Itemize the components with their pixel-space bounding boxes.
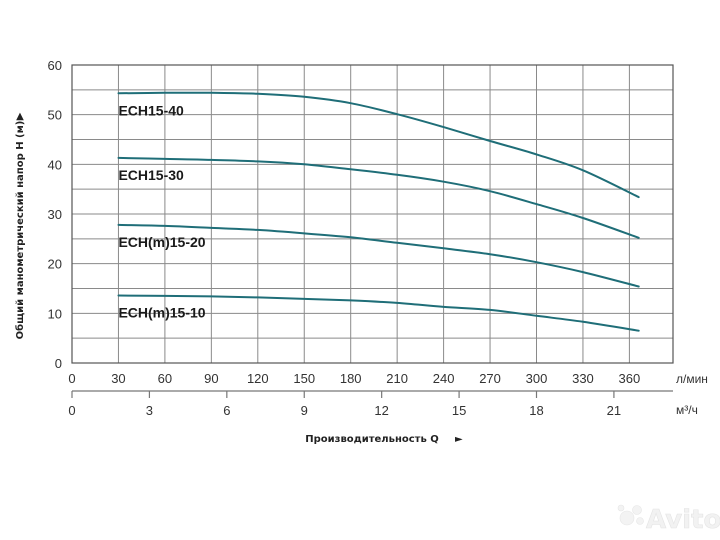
watermark-dot-icon (632, 505, 642, 515)
x-unit-secondary-label: м³/ч (676, 403, 698, 417)
x-tick-label-lpm: 330 (572, 371, 594, 386)
x-tick-label-m3h: 6 (223, 403, 230, 418)
y-axis-title-text: Общий манометрический напор H (м) (14, 121, 26, 340)
chart-grid (72, 65, 673, 363)
watermark-text: Avito (646, 505, 720, 535)
y-tick-label: 20 (48, 257, 62, 272)
watermark-dot-icon (619, 510, 635, 526)
arrow-up-icon: ▲ (16, 111, 24, 122)
x-tick-label-m3h: 9 (301, 403, 308, 418)
curve-echm15-20 (117, 223, 640, 288)
avito-watermark: Avito (617, 504, 720, 535)
watermark-dot-icon (636, 517, 644, 525)
x-tick-label-lpm: 240 (433, 371, 455, 386)
y-tick-label: 30 (48, 207, 62, 222)
y-tick-label: 0 (55, 356, 62, 371)
x-tick-label-m3h: 21 (607, 403, 621, 418)
curve-ech15-30 (117, 156, 640, 239)
arrow-right-icon: ► (455, 434, 463, 445)
series-label: ECH15-40 (118, 102, 184, 118)
x-axis-secondary: 0 3 6 9 12 15 18 21 (68, 390, 673, 418)
y-tick-label: 40 (48, 157, 62, 172)
x-tick-label-lpm: 150 (293, 371, 315, 386)
pump-curves (117, 91, 640, 332)
x-tick-label-lpm: 90 (204, 371, 218, 386)
series-labels: ECH15-40 ECH15-30 ECH(m)15-20 ECH(m)15-10 (118, 102, 205, 320)
plot-frame (71, 64, 674, 364)
watermark-dot-icon (617, 504, 625, 512)
curve-ech15-40 (117, 91, 640, 199)
x-tick-label-lpm: 360 (619, 371, 641, 386)
x-tick-label-lpm: 0 (68, 371, 75, 386)
x-tick-label-lpm: 300 (526, 371, 548, 386)
x-tick-label-lpm: 180 (340, 371, 362, 386)
series-label: ECH15-30 (118, 167, 184, 183)
x-tick-label-m3h: 3 (146, 403, 153, 418)
y-axis-ticks: 0 10 20 30 40 50 60 (48, 58, 62, 371)
x-tick-label-m3h: 18 (529, 403, 543, 418)
x-unit-primary-label: л/мин (676, 372, 708, 386)
y-tick-label: 50 (48, 108, 62, 123)
x-tick-label-m3h: 15 (452, 403, 466, 418)
x-tick-label-lpm: 270 (479, 371, 501, 386)
series-label: ECH(m)15-10 (118, 304, 205, 320)
x-tick-label-m3h: 12 (374, 403, 388, 418)
plot-border (71, 64, 674, 364)
curve-echm15-10 (117, 294, 640, 332)
x-tick-label-lpm: 120 (247, 371, 269, 386)
x-tick-label-m3h: 0 (68, 403, 75, 418)
series-label: ECH(m)15-20 (118, 234, 205, 250)
x-tick-label-lpm: 210 (386, 371, 408, 386)
x-axis-primary-ticks: 0 30 60 90 120 150 180 210 240 270 300 330 360 (68, 371, 640, 386)
y-axis-title: Общий манометрический напор H (м) ▲ (14, 111, 26, 339)
x-tick-label-lpm: 60 (158, 371, 172, 386)
x-tick-label-lpm: 30 (111, 371, 125, 386)
x-axis-title: Производительность Q (305, 434, 439, 445)
y-tick-label: 60 (48, 58, 62, 73)
y-tick-label: 10 (48, 306, 62, 321)
